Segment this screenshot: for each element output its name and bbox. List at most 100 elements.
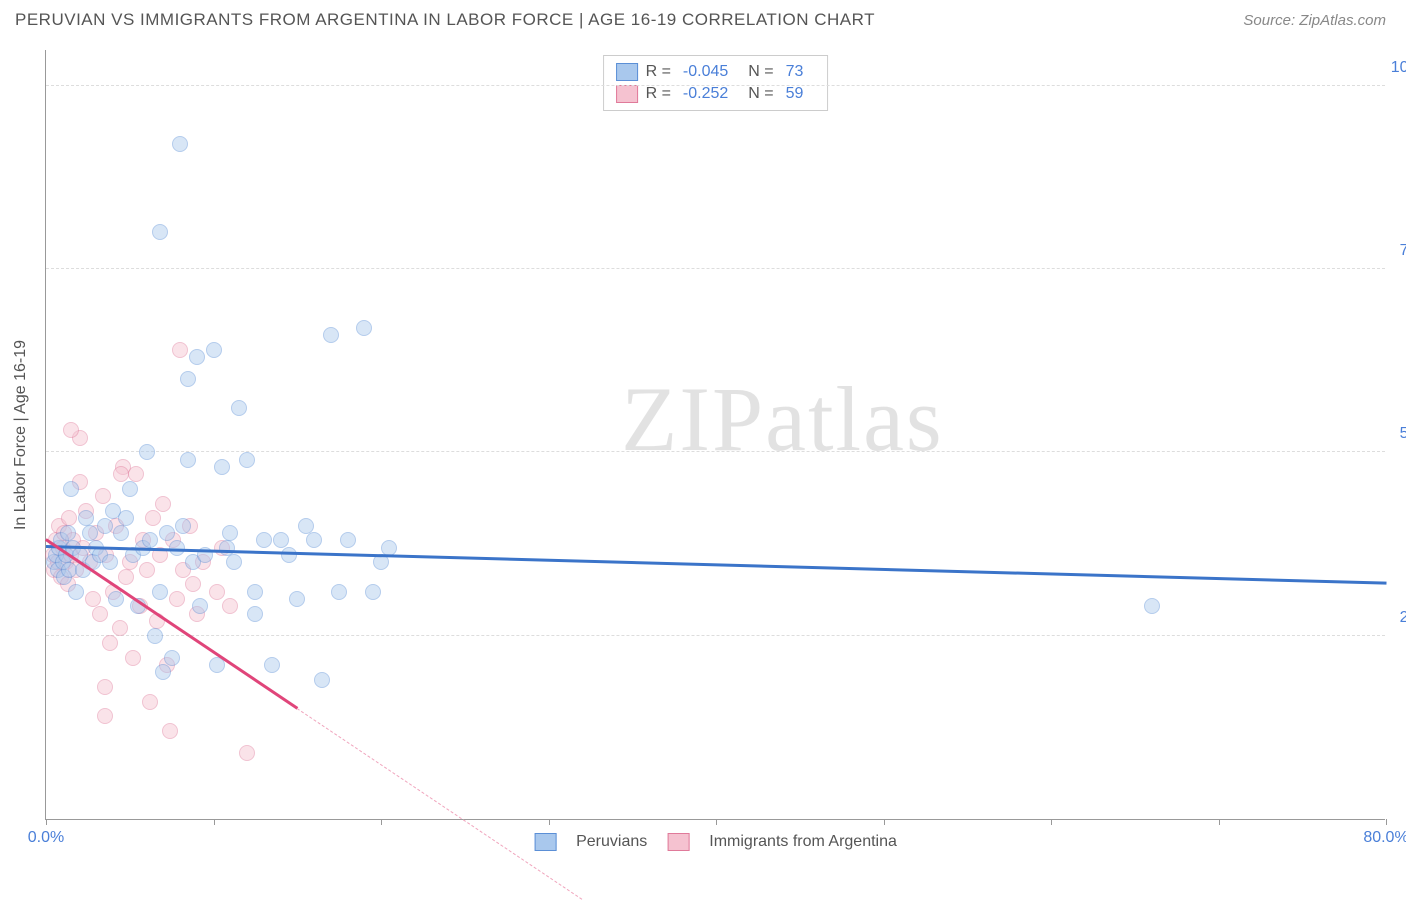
stats-legend: R = -0.045 N = 73 R = -0.252 N = 59 [603,55,829,111]
trendline [46,545,1386,584]
y-axis-label: In Labor Force | Age 16-19 [12,339,30,529]
data-point [214,459,230,475]
legend-label-argentina: Immigrants from Argentina [709,833,897,851]
gridline [46,635,1385,636]
data-point [92,606,108,622]
data-point [1144,598,1160,614]
data-point [356,320,372,336]
data-point [113,466,129,482]
data-point [95,488,111,504]
xtick [884,819,885,825]
legend-row-argentina: R = -0.252 N = 59 [616,83,816,105]
data-point [63,422,79,438]
data-point [142,532,158,548]
data-point [128,466,144,482]
data-point [63,481,79,497]
data-point [192,598,208,614]
data-point [155,664,171,680]
trendline-extrapolated [297,708,582,899]
data-point [147,628,163,644]
data-point [125,650,141,666]
xtick [46,819,47,825]
data-point [61,510,77,526]
data-point [68,584,84,600]
data-point [85,591,101,607]
data-point [159,525,175,541]
watermark: ZIPatlas [621,366,944,472]
data-point [142,694,158,710]
data-point [206,342,222,358]
data-point [281,547,297,563]
data-point [180,452,196,468]
data-point [139,444,155,460]
data-point [102,635,118,651]
data-point [314,672,330,688]
data-point [113,525,129,541]
xtick [549,819,550,825]
ytick-label: 50.0% [1400,425,1406,443]
data-point [289,591,305,607]
scatter-chart: ZIPatlas In Labor Force | Age 16-19 R = … [45,50,1385,820]
xtick [716,819,717,825]
data-point [189,349,205,365]
legend-label-peruvians: Peruvians [576,833,647,851]
xtick [381,819,382,825]
data-point [209,584,225,600]
data-point [273,532,289,548]
xtick [1051,819,1052,825]
xtick-label: 0.0% [28,829,64,847]
data-point [97,708,113,724]
data-point [97,518,113,534]
data-point [180,371,196,387]
data-point [185,576,201,592]
data-point [239,745,255,761]
data-point [247,584,263,600]
data-point [247,606,263,622]
data-point [78,510,94,526]
gridline [46,85,1385,86]
data-point [82,525,98,541]
data-point [172,136,188,152]
legend-row-peruvians: R = -0.045 N = 73 [616,61,816,83]
data-point [331,584,347,600]
data-point [219,540,235,556]
xtick [1219,819,1220,825]
ytick-label: 25.0% [1400,609,1406,627]
data-point [139,562,155,578]
data-point [298,518,314,534]
data-point [152,224,168,240]
data-point [155,496,171,512]
data-point [112,620,128,636]
data-point [231,400,247,416]
chart-title: PERUVIAN VS IMMIGRANTS FROM ARGENTINA IN… [15,10,875,30]
data-point [226,554,242,570]
data-point [323,327,339,343]
data-point [164,650,180,666]
data-point [145,510,161,526]
data-point [122,481,138,497]
ytick-label: 75.0% [1400,242,1406,260]
swatch-argentina-bottom [667,833,689,851]
data-point [365,584,381,600]
data-point [172,342,188,358]
data-point [306,532,322,548]
ytick-label: 100.0% [1391,59,1406,77]
data-point [102,554,118,570]
data-point [256,532,272,548]
xtick [1386,819,1387,825]
xtick-label: 80.0% [1363,829,1406,847]
trendline [45,538,298,709]
xtick [214,819,215,825]
gridline [46,268,1385,269]
data-point [60,525,76,541]
data-point [118,569,134,585]
data-point [108,591,124,607]
data-point [239,452,255,468]
chart-source: Source: ZipAtlas.com [1243,12,1386,29]
data-point [264,657,280,673]
data-point [222,525,238,541]
data-point [152,584,168,600]
swatch-peruvians-bottom [534,833,556,851]
swatch-peruvians [616,63,638,81]
chart-header: PERUVIAN VS IMMIGRANTS FROM ARGENTINA IN… [0,0,1406,35]
